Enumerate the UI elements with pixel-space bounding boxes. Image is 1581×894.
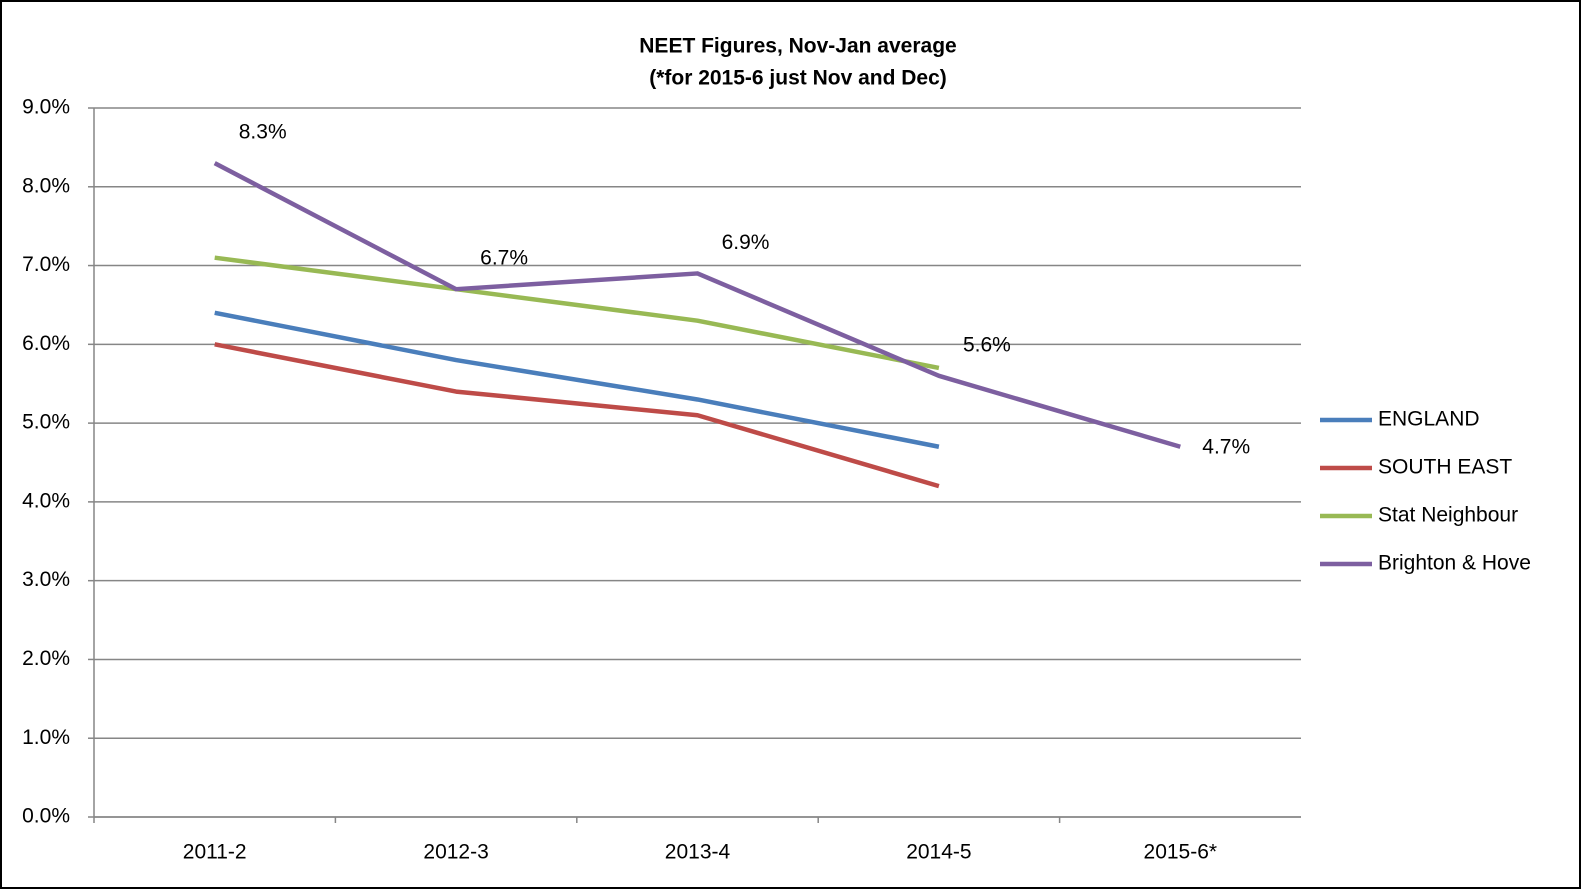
data-label: 8.3% — [239, 121, 287, 144]
y-tick-label: 3.0% — [22, 568, 70, 591]
y-tick-label: 9.0% — [22, 96, 70, 119]
legend-label: ENGLAND — [1378, 408, 1480, 431]
legend-label: Brighton & Hove — [1378, 552, 1531, 575]
chart-subtitle: (*for 2015-6 just Nov and Dec) — [649, 67, 947, 90]
y-tick-label: 5.0% — [22, 411, 70, 434]
data-label: 6.7% — [480, 247, 528, 270]
series-line — [213, 161, 1181, 449]
y-tick-label: 2.0% — [22, 647, 70, 670]
chart-title: NEET Figures, Nov-Jan average — [639, 35, 956, 58]
x-tick-label: 2015-6* — [1144, 841, 1218, 864]
legend-label: Stat Neighbour — [1378, 504, 1518, 527]
y-tick-label: 1.0% — [22, 726, 70, 749]
data-label: 6.9% — [722, 231, 770, 254]
x-tick-label: 2011-2 — [183, 841, 247, 864]
y-tick-label: 7.0% — [22, 253, 70, 276]
x-tick-label: 2014-5 — [906, 841, 971, 864]
series-line — [214, 342, 940, 489]
y-tick-label: 8.0% — [22, 174, 70, 197]
y-tick-label: 6.0% — [22, 332, 70, 355]
y-tick-label: 4.0% — [22, 489, 70, 512]
series-line — [214, 255, 940, 371]
x-tick-label: 2012-3 — [423, 841, 488, 864]
data-label: 4.7% — [1202, 435, 1250, 458]
y-tick-label: 0.0% — [22, 805, 70, 828]
legend-label: SOUTH EAST — [1378, 456, 1512, 479]
data-label: 5.6% — [963, 333, 1011, 356]
x-tick-label: 2013-4 — [665, 841, 731, 864]
series-line — [214, 310, 940, 449]
